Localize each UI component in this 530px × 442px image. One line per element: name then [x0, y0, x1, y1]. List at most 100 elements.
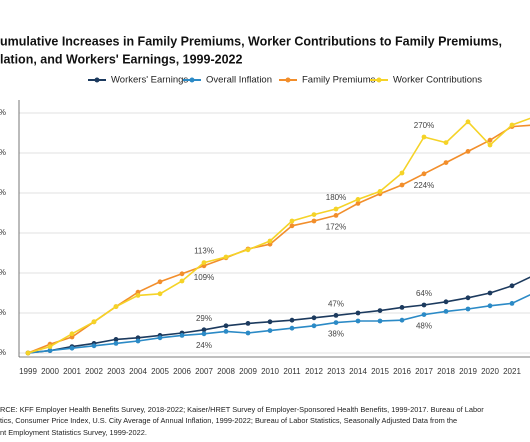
data-point	[91, 319, 97, 325]
data-label: 38%	[328, 330, 344, 339]
data-point	[179, 333, 185, 338]
y-tick-label: %	[0, 348, 6, 357]
x-tick-label: 2007	[195, 367, 213, 376]
data-point	[267, 238, 273, 244]
data-point	[179, 271, 185, 277]
data-point	[355, 318, 361, 324]
x-tick-label: 2014	[349, 367, 367, 376]
x-tick-label: 2006	[173, 367, 191, 376]
series-line	[27, 276, 530, 354]
data-point	[113, 304, 119, 309]
x-tick-label: 2011	[283, 367, 301, 376]
data-point	[25, 350, 31, 356]
data-point	[333, 313, 339, 318]
data-point	[487, 303, 493, 309]
data-point	[267, 319, 273, 325]
data-point	[245, 321, 251, 326]
data-point	[201, 260, 207, 265]
data-label: 109%	[194, 273, 214, 282]
data-point	[157, 291, 163, 297]
x-tick-label: 2020	[481, 367, 499, 376]
data-point	[399, 170, 405, 176]
x-tick-label: 2004	[129, 367, 147, 376]
series-line	[27, 124, 530, 354]
x-tick-label: 2002	[85, 367, 103, 376]
data-point	[135, 338, 141, 344]
data-point	[289, 218, 295, 224]
x-tick-label: 1999	[19, 367, 37, 376]
data-point	[157, 279, 163, 285]
chart-title: lation, and Workers' Earnings, 1999-2022	[0, 52, 242, 66]
data-label: 64%	[416, 289, 432, 298]
data-point	[443, 299, 449, 305]
x-tick-label: 2005	[151, 367, 169, 376]
data-point	[421, 134, 427, 140]
data-label: 270%	[414, 121, 434, 130]
data-point	[69, 331, 75, 337]
data-point	[223, 254, 229, 260]
data-point	[223, 323, 229, 329]
x-tick-label: 2019	[459, 367, 477, 376]
x-tick-label: 2018	[437, 367, 455, 376]
x-tick-label: 2017	[415, 367, 433, 376]
data-point	[377, 308, 383, 313]
data-point	[245, 247, 251, 253]
data-label: 224%	[414, 181, 434, 190]
x-tick-label: 2009	[239, 367, 257, 376]
y-tick-label: %	[0, 268, 6, 277]
data-point	[201, 331, 207, 337]
data-point	[333, 320, 339, 325]
x-tick-label: 2008	[217, 367, 235, 376]
x-tick-label: 2015	[371, 367, 389, 376]
legend-label: Family Premiums	[302, 75, 376, 86]
x-tick-label: 2003	[107, 367, 125, 376]
data-point	[509, 301, 515, 306]
data-point	[465, 295, 471, 301]
data-point	[113, 341, 119, 346]
data-point	[135, 293, 141, 298]
data-point	[355, 201, 361, 206]
data-point	[465, 306, 471, 312]
data-point	[333, 206, 339, 212]
data-point	[223, 329, 229, 334]
data-point	[399, 305, 405, 310]
data-point	[421, 312, 427, 317]
x-tick-label: 2012	[305, 367, 323, 376]
legend-label: Overall Inflation	[206, 75, 272, 86]
data-point	[377, 189, 383, 194]
data-label: 113%	[194, 247, 214, 256]
y-tick-label: %	[0, 228, 6, 237]
y-tick-label: %	[0, 108, 6, 117]
data-point	[157, 335, 163, 341]
data-point	[113, 337, 119, 342]
data-point	[289, 325, 295, 331]
legend-label: Worker Contributions	[393, 75, 482, 86]
data-point	[443, 140, 449, 146]
data-label: 29%	[196, 314, 212, 323]
legend-marker	[376, 77, 382, 83]
data-label: 47%	[328, 300, 344, 309]
data-point	[47, 348, 53, 353]
x-tick-label: 2013	[327, 367, 345, 376]
y-tick-label: %	[0, 308, 6, 317]
data-point	[399, 182, 405, 188]
y-tick-label: %	[0, 148, 6, 157]
data-point	[509, 122, 515, 128]
data-point	[267, 328, 273, 333]
data-point	[311, 218, 317, 224]
legend-marker	[285, 77, 291, 83]
data-point	[377, 318, 383, 324]
data-point	[465, 119, 471, 125]
data-point	[443, 160, 449, 166]
legend-marker	[189, 77, 195, 83]
data-point	[47, 344, 53, 349]
data-label: 24%	[196, 341, 212, 350]
legend-marker	[94, 77, 100, 83]
data-point	[399, 317, 405, 323]
y-tick-label: %	[0, 188, 6, 197]
data-point	[421, 171, 427, 177]
data-point	[179, 278, 185, 284]
legend-label: Workers' Earnings	[111, 75, 188, 86]
